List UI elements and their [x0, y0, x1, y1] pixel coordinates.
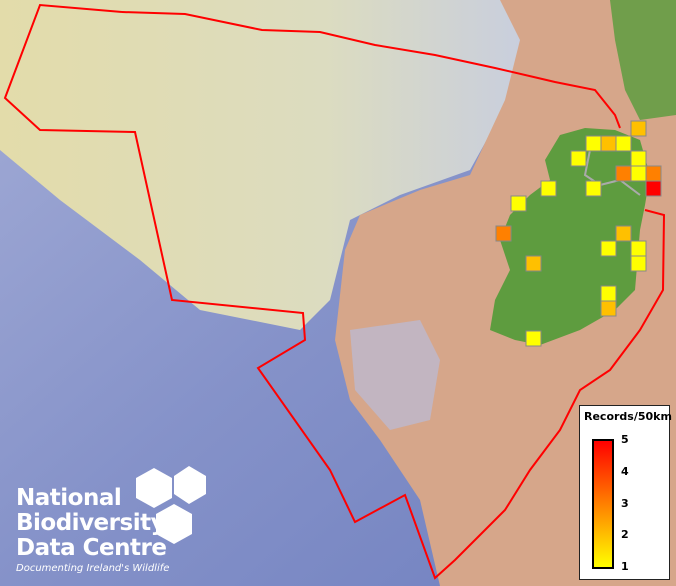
- record-cell[interactable]: [645, 180, 662, 197]
- legend: Records/50km 5 4 3 2 1: [579, 405, 672, 580]
- legend-tick: 4: [621, 465, 629, 478]
- eez-boundary-west: [3, 3, 666, 580]
- record-cell[interactable]: [630, 165, 647, 182]
- logo-line1: National: [16, 485, 122, 511]
- legend-color-ramp: [592, 439, 614, 569]
- logo-tagline: Documenting Ireland's Wildlife: [16, 563, 170, 574]
- legend-tick: 5: [621, 433, 629, 446]
- shelf-channel: [350, 320, 440, 430]
- record-cell[interactable]: [495, 225, 512, 242]
- legend-title: Records/50km: [584, 410, 672, 423]
- eez-boundary-north: [121, 11, 621, 129]
- record-cell[interactable]: [645, 165, 662, 182]
- record-cell[interactable]: [615, 165, 632, 182]
- nbdc-logo: National Biodiversity Data Centre Docume…: [16, 466, 206, 574]
- logo-line3: Data Centre: [16, 535, 167, 561]
- record-cell[interactable]: [600, 300, 617, 317]
- record-cell[interactable]: [510, 195, 527, 212]
- record-cell[interactable]: [585, 180, 602, 197]
- logo-hexagon-icon: [136, 466, 206, 544]
- record-cell[interactable]: [630, 240, 647, 257]
- scotland-landmass: [610, 0, 676, 120]
- record-cell[interactable]: [600, 135, 617, 152]
- record-cell[interactable]: [585, 135, 602, 152]
- record-cell[interactable]: [615, 225, 632, 242]
- logo-line2: Biodiversity: [16, 510, 166, 536]
- record-cell[interactable]: [570, 150, 587, 167]
- record-cell[interactable]: [630, 120, 647, 137]
- record-cell[interactable]: [615, 135, 632, 152]
- record-cell[interactable]: [630, 150, 647, 167]
- legend-tick: 3: [621, 497, 629, 510]
- record-cell[interactable]: [600, 240, 617, 257]
- record-cell[interactable]: [600, 285, 617, 302]
- legend-tick: 1: [621, 560, 629, 573]
- record-cell[interactable]: [525, 255, 542, 272]
- record-cell[interactable]: [630, 255, 647, 272]
- record-cell[interactable]: [540, 180, 557, 197]
- continental-shelf: [0, 0, 540, 330]
- record-cell[interactable]: [525, 330, 542, 347]
- legend-tick: 2: [621, 528, 629, 541]
- record-cells: [495, 120, 662, 347]
